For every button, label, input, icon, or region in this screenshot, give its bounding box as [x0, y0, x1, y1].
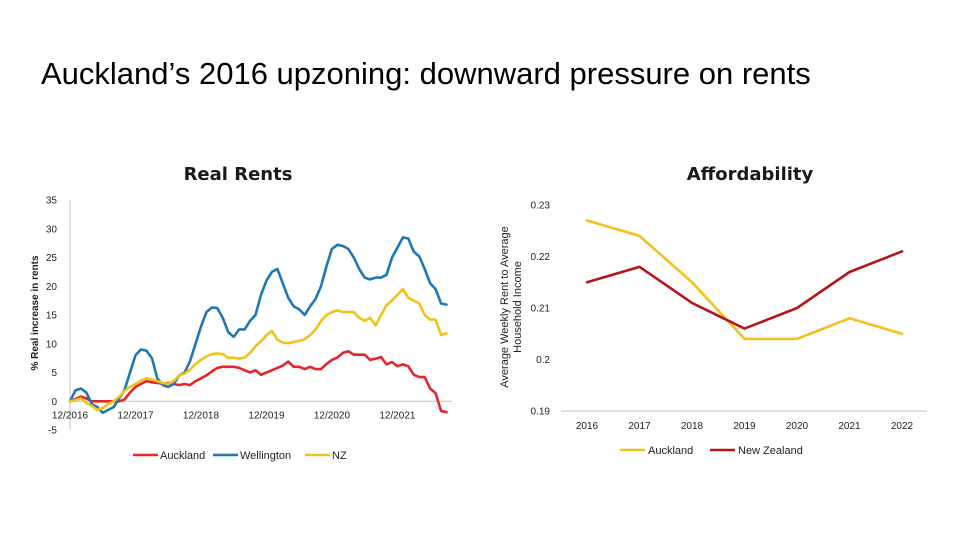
real-rents-legend-label: Auckland	[160, 450, 205, 462]
real-rents-y-tick-label: 10	[46, 339, 58, 350]
affordability-y-tick-label: 0.22	[531, 252, 551, 263]
affordability-x-tick-label: 2016	[576, 421, 599, 432]
real-rents-series-line-auckland	[68, 349, 448, 414]
affordability-x-tick-label: 2019	[733, 421, 756, 432]
real-rents-legend-label: Wellington	[240, 450, 291, 462]
affordability-series-line-new-zealand	[585, 250, 904, 330]
real-rents-x-tick-label: 12/2018	[183, 410, 220, 421]
affordability-y-tick-label: 0.23	[531, 201, 551, 212]
affordability-x-tick-label: 2018	[681, 421, 704, 432]
affordability-x-tick-label: 2022	[891, 421, 914, 432]
affordability-legend-label: New Zealand	[738, 445, 803, 457]
affordability-x-tick-label: 2020	[786, 421, 809, 432]
real-rents-x-tick-label: 12/2016	[52, 410, 89, 421]
affordability-series-line-auckland	[585, 219, 904, 341]
real-rents-y-tick-label: 5	[51, 368, 57, 379]
affordability-title: Affordability	[687, 164, 814, 185]
real-rents-chart: Real Rents % Real increase in rents -5 0 5…	[30, 164, 452, 462]
slide-title: Auckland’s 2016 upzoning: downward press…	[41, 56, 811, 91]
affordability-chart: Affordability Average Weekly Rent to Ave…	[499, 164, 927, 457]
affordability-y-tick-label: 0.21	[531, 304, 551, 315]
real-rents-title: Real Rents	[184, 164, 293, 185]
real-rents-y-tick-label: 0	[51, 397, 57, 408]
real-rents-series-line-wellington	[68, 236, 448, 415]
affordability-x-tick-label: 2021	[838, 421, 861, 432]
real-rents-x-tick-label: 12/2017	[117, 410, 154, 421]
real-rents-x-tick-label: 12/2020	[314, 410, 351, 421]
real-rents-y-tick-label: 15	[46, 311, 58, 322]
real-rents-x-tick-label: 12/2019	[248, 410, 285, 421]
affordability-legend-label: Auckland	[648, 445, 693, 457]
real-rents-y-tick-label: 30	[46, 224, 58, 235]
real-rents-series-line-nz	[68, 287, 448, 412]
real-rents-y-axis-label: % Real increase in rents	[30, 255, 41, 370]
affordability-y-tick-label: 0.2	[536, 355, 550, 366]
affordability-x-tick-label: 2017	[628, 421, 651, 432]
real-rents-y-tick-label: 25	[46, 253, 58, 264]
affordability-y-tick-label: 0.19	[531, 407, 551, 418]
real-rents-y-tick-label: 20	[46, 282, 58, 293]
real-rents-x-tick-label: 12/2021	[379, 410, 416, 421]
affordability-y-axis-label-line2: Household Income	[512, 261, 524, 353]
real-rents-legend-label: NZ	[332, 450, 347, 462]
real-rents-y-tick-label: 35	[46, 196, 58, 207]
real-rents-y-tick-label: -5	[48, 426, 57, 437]
affordability-y-axis-label-line1: Average Weekly Rent to Average	[499, 226, 511, 387]
